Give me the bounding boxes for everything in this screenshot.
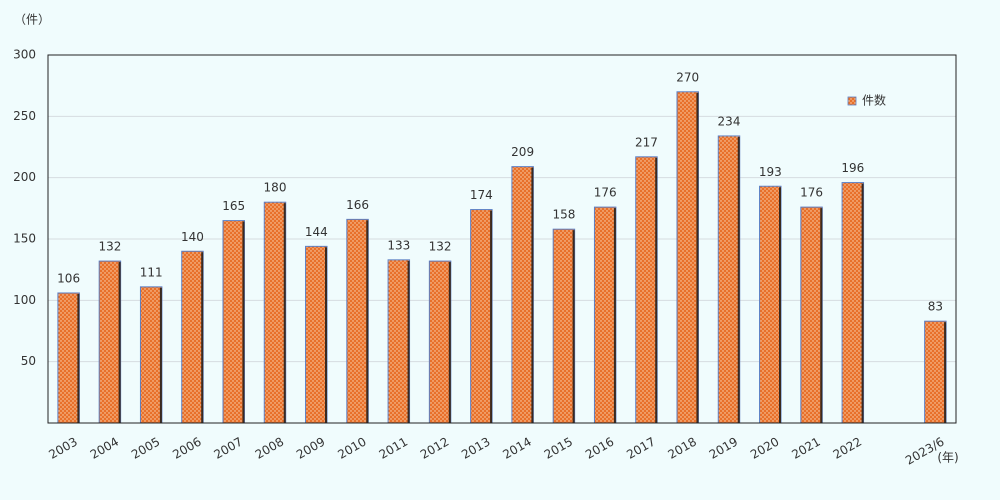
x-axis-unit: (年) <box>937 451 958 465</box>
bar <box>57 292 80 424</box>
x-tick-label: 2005 <box>129 435 162 462</box>
bar <box>428 260 452 424</box>
bar <box>222 220 245 424</box>
value-label: 166 <box>346 198 369 212</box>
bar-shade <box>366 220 369 423</box>
value-label: 111 <box>140 265 163 279</box>
bar <box>511 166 534 424</box>
value-label: 176 <box>800 186 823 200</box>
value-label: 180 <box>264 181 287 195</box>
bar <box>552 228 576 424</box>
x-tick-label: 2020 <box>748 435 781 462</box>
bar-shade <box>325 247 328 423</box>
value-label: 144 <box>305 225 328 239</box>
bar <box>470 209 493 424</box>
value-label: 132 <box>98 240 121 254</box>
x-tick-label: 2007 <box>212 435 245 462</box>
x-tick-label: 2006 <box>170 435 203 462</box>
bar <box>759 185 782 424</box>
bar-shade <box>572 230 575 423</box>
bar <box>346 218 369 424</box>
bar <box>635 156 658 424</box>
x-tick-label: 2013 <box>459 435 492 462</box>
x-tick-label: 2011 <box>377 435 410 462</box>
bar-shade <box>737 136 740 423</box>
bar-shade <box>696 92 699 424</box>
x-tick-label: 2019 <box>707 435 740 462</box>
bar-shade <box>820 208 823 423</box>
x-tick-label: 2012 <box>418 435 451 462</box>
bar-shade <box>283 203 286 423</box>
y-axis-label: （件） <box>14 13 50 27</box>
bar <box>593 206 617 424</box>
x-tick-label: 2010 <box>335 435 368 462</box>
legend-swatch <box>847 96 857 106</box>
value-label: 176 <box>594 186 617 200</box>
value-label: 106 <box>57 271 80 285</box>
bar-shade <box>201 252 204 423</box>
value-label: 270 <box>676 70 699 84</box>
value-label: 193 <box>759 165 782 179</box>
bar-shade <box>655 157 658 423</box>
y-tick-label: 300 <box>13 48 36 62</box>
bar <box>924 320 947 424</box>
bar <box>139 286 163 424</box>
bar-shade <box>407 260 410 423</box>
x-tick-label: 2022 <box>831 435 864 462</box>
bar-shade <box>77 293 80 423</box>
bar <box>263 201 287 424</box>
value-label: 140 <box>181 230 204 244</box>
value-label: 83 <box>928 300 943 314</box>
bar <box>305 245 328 424</box>
plot-frame <box>47 54 957 424</box>
x-tick-label: 2008 <box>253 435 286 462</box>
y-tick-label: 50 <box>21 354 36 368</box>
x-tick-label: 2014 <box>500 435 533 462</box>
bar <box>717 135 741 424</box>
x-tick-label: 2004 <box>88 435 121 462</box>
bar-shade <box>779 187 782 423</box>
x-tick-label: 2017 <box>624 435 657 462</box>
bar <box>841 182 865 424</box>
x-tick-label: 2015 <box>542 435 575 462</box>
value-label: 165 <box>222 199 245 213</box>
bar-shade <box>613 208 616 423</box>
bar-shade <box>448 262 451 423</box>
value-label: 196 <box>841 161 864 175</box>
value-label: 133 <box>387 238 410 252</box>
value-label: 174 <box>470 188 493 202</box>
x-tick-label: 2009 <box>294 435 327 462</box>
y-tick-label: 200 <box>13 170 36 184</box>
x-tick-label: 2021 <box>789 435 822 462</box>
value-label: 234 <box>718 114 741 128</box>
y-tick-label: 100 <box>13 293 36 307</box>
bar <box>800 206 823 424</box>
legend-label: 件数 <box>862 93 886 108</box>
bar <box>676 91 699 424</box>
y-tick-label: 150 <box>13 232 36 246</box>
bar-shade <box>861 183 864 423</box>
bar-shade <box>944 322 947 423</box>
value-label: 158 <box>552 208 575 222</box>
bar <box>387 259 411 424</box>
x-tick-label: 2018 <box>666 435 699 462</box>
value-label: 132 <box>429 240 452 254</box>
bar-shade <box>242 221 245 423</box>
bar-shade <box>159 287 162 423</box>
x-tick-label: 2016 <box>583 435 616 462</box>
x-tick-label: 2003 <box>46 435 79 462</box>
bar <box>181 250 204 424</box>
y-tick-label: 250 <box>13 109 36 123</box>
value-label: 209 <box>511 145 534 159</box>
bar <box>98 260 122 424</box>
bar-shade <box>490 210 493 423</box>
bar-shade <box>118 262 121 423</box>
value-label: 217 <box>635 135 658 149</box>
bar-shade <box>531 167 534 423</box>
